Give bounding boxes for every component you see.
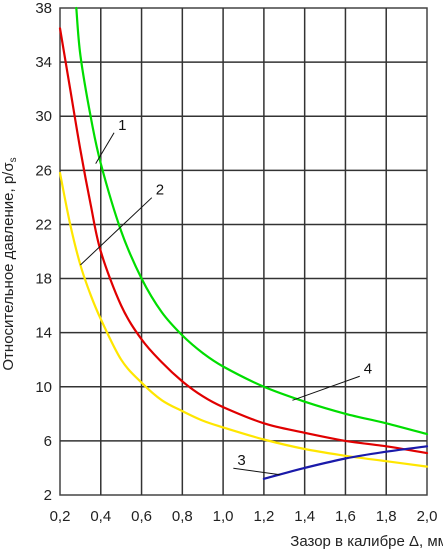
x-tick-label: 1,2 bbox=[253, 508, 274, 525]
y-tick-label: 18 bbox=[35, 271, 52, 288]
x-tick-label: 2,0 bbox=[417, 508, 438, 525]
x-tick-label: 0,2 bbox=[50, 508, 71, 525]
y-axis-title: Относительное давление, p/σs bbox=[0, 157, 19, 370]
x-tick-label: 0,4 bbox=[90, 508, 111, 525]
series-line-2 bbox=[58, 171, 429, 468]
series-layer bbox=[58, 6, 429, 480]
x-tick-label: 1,6 bbox=[335, 508, 356, 525]
y-tick-label: 22 bbox=[35, 216, 52, 233]
y-tick-label: 6 bbox=[44, 433, 52, 450]
curve-label-leader-2 bbox=[80, 197, 153, 266]
x-tick-label: 1,0 bbox=[213, 508, 234, 525]
curve-label-leader-4 bbox=[292, 375, 360, 401]
y-tick-label: 30 bbox=[35, 108, 52, 125]
x-tick-label: 0,8 bbox=[172, 508, 193, 525]
y-tick-label: 14 bbox=[35, 325, 52, 342]
series-line-4 bbox=[75, 6, 429, 436]
y-tick-label: 34 bbox=[35, 54, 52, 71]
plot-area bbox=[59, 7, 428, 496]
grid-layer bbox=[60, 8, 427, 495]
y-tick-label: 10 bbox=[35, 379, 52, 396]
curve-label-leader-1 bbox=[95, 132, 115, 164]
y-tick-label: 38 bbox=[35, 0, 52, 17]
curve-label-4: 4 bbox=[364, 360, 372, 377]
y-axis-title-subscript: s bbox=[8, 157, 19, 162]
x-axis-title: Зазор в калибре Δ, мм bbox=[290, 533, 443, 550]
x-tick-label: 1,4 bbox=[294, 508, 315, 525]
series-line-3 bbox=[262, 445, 429, 480]
x-tick-label: 0,6 bbox=[131, 508, 152, 525]
x-tick-label: 1,8 bbox=[376, 508, 397, 525]
curve-label-3: 3 bbox=[237, 452, 245, 469]
y-tick-label: 2 bbox=[44, 487, 52, 504]
curve-label-leader-3 bbox=[233, 467, 281, 476]
annotation-layer: 1 2 3 4 bbox=[80, 117, 372, 476]
curve-label-1: 1 bbox=[118, 117, 126, 134]
tick-label-layer: 0,2 0,4 0,6 0,8 1,0 1,2 1,4 1,6 1,8 2,02610141822… bbox=[35, 0, 437, 525]
y-tick-label: 26 bbox=[35, 162, 52, 179]
y-axis-title-main: Относительное давление, p/σ bbox=[0, 162, 17, 371]
series-line-1 bbox=[58, 27, 429, 455]
curve-label-2: 2 bbox=[156, 182, 164, 199]
